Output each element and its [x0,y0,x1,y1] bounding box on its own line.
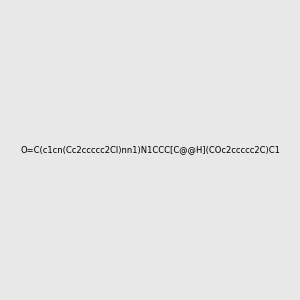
Text: O=C(c1cn(Cc2ccccc2Cl)nn1)N1CCC[C@@H](COc2ccccc2C)C1: O=C(c1cn(Cc2ccccc2Cl)nn1)N1CCC[C@@H](COc… [20,146,280,154]
